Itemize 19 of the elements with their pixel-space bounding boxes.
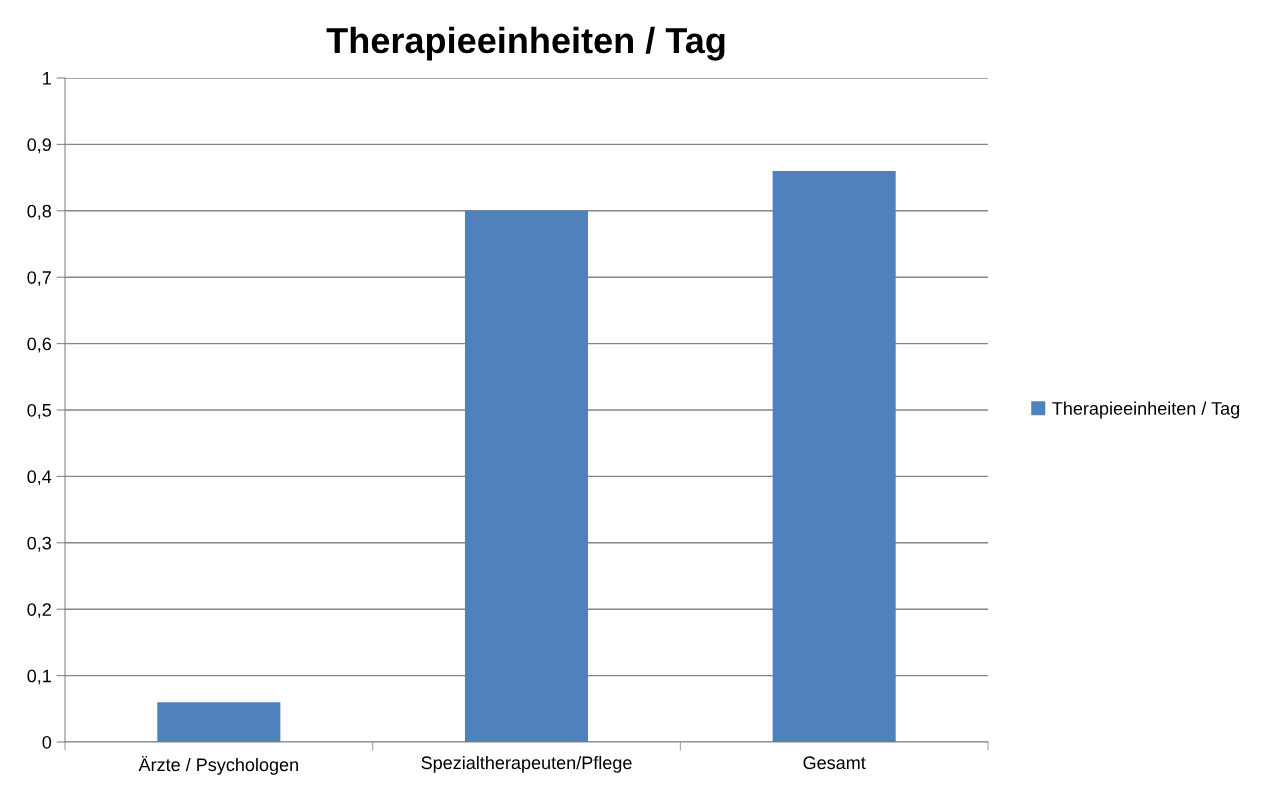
bar: [772, 170, 896, 742]
y-tick-label: 0: [42, 735, 52, 749]
y-tick-label: 0,3: [27, 536, 52, 552]
bar: [464, 210, 589, 742]
y-tick-label: 0,6: [27, 337, 52, 353]
chart-title: Therapieeinheiten / Tag: [326, 26, 725, 61]
legend-label: Therapieeinheiten / Tag: [1052, 401, 1240, 419]
y-tick-label: 0,4: [27, 470, 52, 486]
y-tick-label: 1: [43, 72, 51, 85]
y-tick-label: 0,5: [27, 403, 52, 419]
x-tick-label: Ärzte / Psychologen: [138, 755, 298, 775]
y-tick-label: 0,7: [27, 271, 51, 287]
x-tick-label: Gesamt: [803, 756, 866, 770]
y-tick-label: 0,2: [27, 603, 51, 619]
y-tick-label: 0,8: [27, 204, 52, 220]
x-tick-label: Spezialtherapeuten/Pflege: [421, 755, 632, 773]
y-tick-label: 0,1: [27, 669, 51, 685]
y-tick-label: 0,9: [27, 138, 51, 154]
bar: [157, 702, 281, 742]
